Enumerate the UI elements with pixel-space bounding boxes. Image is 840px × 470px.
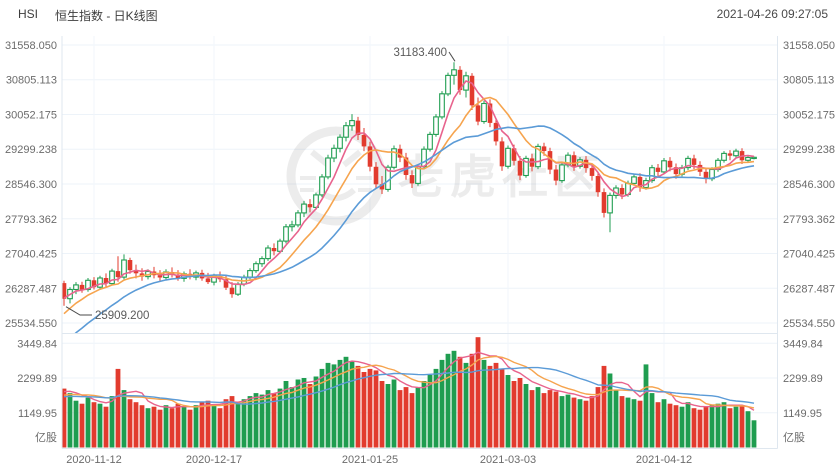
- price-axis-label-left: 25534.550: [5, 318, 57, 330]
- price-axis-labels: 31558.050 31558.050 30805.113 30805.113 3005…: [5, 40, 835, 444]
- price-axis-label-left: 29299.238: [5, 144, 57, 156]
- volume-axis-label-right: 2299.89: [783, 373, 823, 385]
- server-timestamp: 2021-04-26 09:27:05: [716, 7, 828, 21]
- price-ma-20-line: [73, 125, 755, 334]
- price-axis-label-right: 31558.050: [783, 40, 835, 52]
- price-axis-label-left: 30052.175: [5, 110, 57, 122]
- price-axis-label-right: 30052.175: [783, 110, 835, 122]
- time-axis-labels: 2020-11-12 2020-12-17 2021-01-25 2021-03-03…: [66, 454, 692, 466]
- volume-ma-lines: [63, 351, 755, 411]
- price-axis-label-left: 30805.113: [6, 75, 57, 87]
- high-annotation: 31183.400: [393, 47, 456, 62]
- watermark-logo: 老虎社区: [286, 126, 600, 226]
- price-ma-10-line: [63, 96, 755, 315]
- time-axis-label: 2020-11-12: [66, 454, 121, 466]
- price-axis-label-left: 28546.300: [5, 179, 57, 191]
- price-axis-label-left: 26287.487: [5, 283, 57, 295]
- volume-bars: [62, 337, 757, 448]
- volume-ma-5-line: [63, 351, 755, 411]
- volume-unit-right: 亿股: [783, 431, 805, 444]
- price-axis-label-right: 29299.238: [783, 144, 835, 156]
- volume-axis-label-right: 1149.95: [783, 408, 822, 420]
- price-axis-label-right: 27793.362: [783, 214, 835, 226]
- volume-axis-label-right: 3449.84: [783, 338, 823, 350]
- time-axis-label: 2021-01-25: [342, 454, 398, 466]
- chart-header: HSI 恒生指数 - 日K线图 2021-04-26 09:27:05: [0, 5, 840, 25]
- time-axis-label: 2021-03-03: [480, 454, 536, 466]
- volume-axis-label-left: 1149.95: [18, 408, 57, 420]
- svg-text:31183.400: 31183.400: [393, 47, 447, 59]
- volume-axis-label-left: 2299.89: [17, 373, 57, 385]
- price-axis-label-right: 25534.550: [783, 318, 835, 330]
- time-axis-label: 2021-04-12: [636, 454, 692, 466]
- price-axis-label-right: 26287.487: [783, 283, 835, 295]
- time-axis-label: 2020-12-17: [186, 454, 242, 466]
- price-axis-label-left: 27793.362: [5, 214, 57, 226]
- pane-borders: [61, 36, 778, 449]
- volume-unit-left: 亿股: [35, 431, 57, 444]
- chart-title: 恒生指数 - 日K线图: [55, 9, 158, 23]
- grid-lines: [62, 36, 778, 448]
- volume-axis-label-left: 3449.84: [17, 338, 57, 350]
- svg-text:25909.200: 25909.200: [95, 310, 149, 322]
- price-axis-label-left: 27040.425: [5, 249, 57, 261]
- price-axis-label-right: 28546.300: [783, 179, 835, 191]
- price-ma-lines: [63, 80, 755, 334]
- volume-ma-20-line: [63, 366, 755, 405]
- symbol-code: HSI: [18, 7, 39, 21]
- price-axis-label-right: 27040.425: [783, 249, 835, 261]
- low-annotation: 25909.200: [65, 306, 149, 322]
- price-axis-label-right: 30805.113: [783, 75, 834, 87]
- price-axis-label-left: 31558.050: [5, 40, 57, 52]
